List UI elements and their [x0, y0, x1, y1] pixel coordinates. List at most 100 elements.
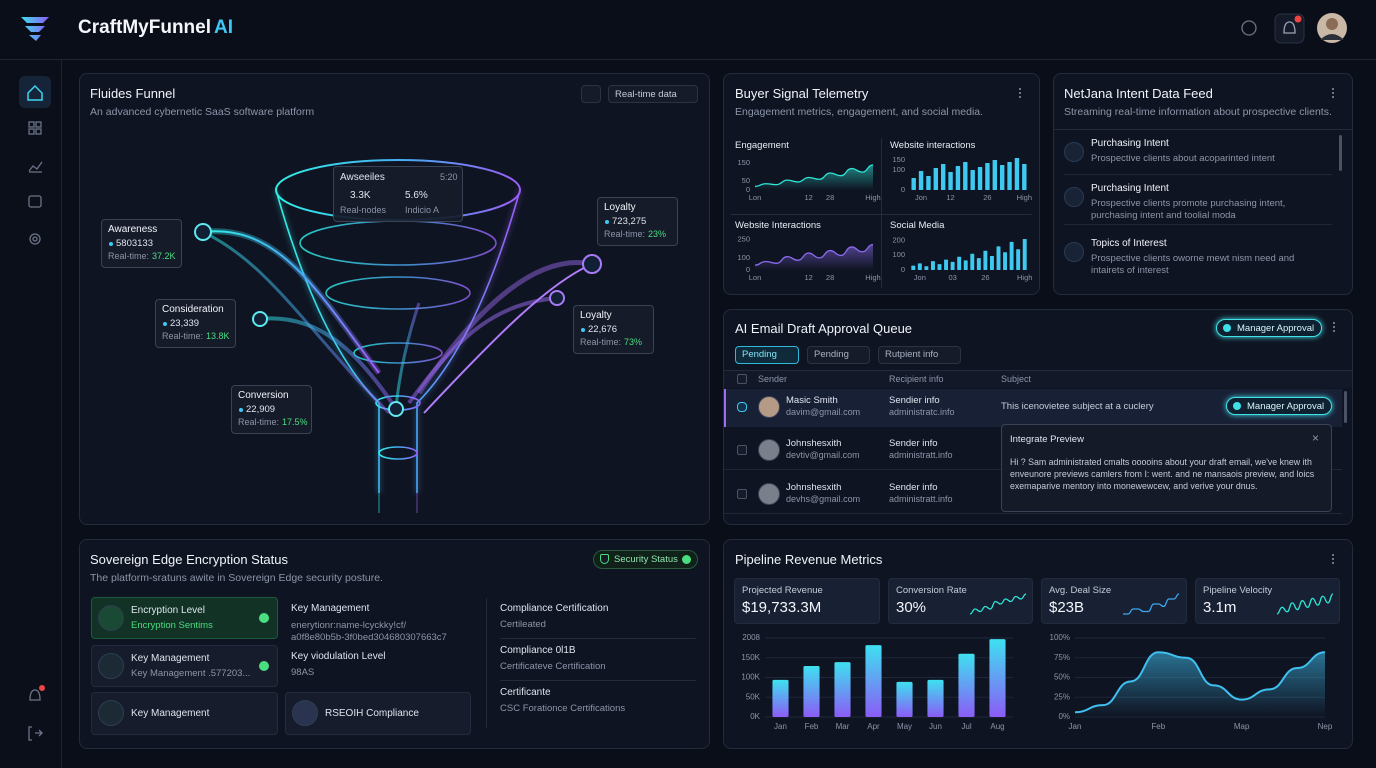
nav-wallet[interactable]	[28, 195, 42, 208]
stage-value: 22,676	[588, 324, 618, 335]
x-tick-label: Apr	[867, 722, 880, 731]
x-tick-label: Jun	[929, 722, 942, 731]
panel-title: AI Email Draft Approval Queue	[735, 321, 913, 336]
nav-chart[interactable]	[28, 161, 43, 173]
preview-body: Hi ? Sam administrated cmalts ooooins ab…	[1010, 457, 1315, 491]
realtime-label: Real-time:	[604, 229, 646, 239]
security-badge	[593, 550, 698, 569]
help-icon[interactable]	[1241, 20, 1257, 36]
stage-name: Loyalty	[604, 202, 636, 213]
stage-realtime: Real-time: 37.2K	[108, 251, 176, 261]
x-tick-label: 28	[826, 193, 834, 202]
panel-subtitle: The platform-sratuns awite in Sovereign …	[90, 572, 383, 584]
sender-email: davim@gmail.com	[786, 407, 861, 417]
bar	[917, 263, 922, 270]
row-checkbox	[737, 402, 747, 412]
brand: CraftMyFunnel	[78, 17, 211, 38]
recipient: Sender info	[889, 438, 938, 449]
feed-icon	[1064, 242, 1084, 262]
y-tick-label: 50	[742, 176, 750, 185]
notif-dot	[1294, 15, 1302, 23]
kpi-card	[1195, 578, 1340, 624]
compliance-title: Compliance Certification	[500, 603, 609, 614]
menu-dot	[1332, 92, 1334, 94]
menu-dot	[1332, 558, 1334, 560]
filter-label: Pending	[742, 349, 777, 360]
card-icon	[292, 700, 318, 726]
x-tick-label: Jon	[914, 273, 926, 282]
feed-icon	[1064, 187, 1084, 207]
row-avatar	[758, 483, 780, 505]
menu-dot	[1333, 326, 1335, 328]
bar	[944, 259, 949, 270]
x-tick-label: Feb	[1151, 722, 1165, 731]
brand-accent: AI	[214, 17, 233, 38]
chart-title: Website interactions	[890, 140, 976, 151]
bar	[1016, 249, 1021, 270]
nav-home[interactable]	[27, 84, 43, 101]
divider	[1064, 174, 1332, 175]
panel-subtitle: An advanced cybernetic SaaS software pla…	[90, 106, 315, 118]
key-level_title: Key viodulation Level	[291, 651, 386, 662]
stage-realtime: Real-time: 23%	[604, 229, 666, 239]
close-button[interactable]: ×	[1312, 431, 1320, 445]
y-tick-label: 100K	[741, 673, 760, 682]
kpi-value: $23B	[1049, 599, 1085, 616]
stage-value: 23,339	[170, 318, 200, 329]
area-fill	[1075, 652, 1325, 717]
nav-bell[interactable]	[29, 689, 41, 701]
filter-label: Real-time data	[615, 89, 677, 100]
bar	[1022, 238, 1027, 270]
bar	[918, 171, 924, 190]
preview-popup	[1001, 424, 1332, 512]
bar	[957, 256, 962, 270]
realtime-value: 23%	[648, 229, 667, 239]
bar	[976, 258, 981, 270]
key-line2: a0f8e80b5b-3f0bed304680307663c7	[291, 632, 447, 643]
header-border	[0, 59, 1376, 60]
bar	[911, 178, 916, 190]
recipient: Sendier info	[889, 395, 940, 406]
stage-dot	[581, 328, 585, 332]
compliance-title: Certificante	[500, 687, 551, 698]
nav-settings[interactable]	[29, 233, 41, 245]
y-tick-label: 50%	[1054, 673, 1070, 682]
line	[1074, 651, 1326, 714]
realtime-value: 37.2K	[152, 251, 176, 261]
badge-label: Manager Approval	[1247, 401, 1325, 412]
y-tick-label: 25%	[1054, 692, 1070, 701]
badge-label: Manager Approval	[1237, 323, 1315, 334]
card-title: Key Management	[131, 708, 210, 719]
x-tick-label: High	[865, 273, 880, 282]
row-checkbox	[737, 489, 747, 499]
menu-dot	[1332, 96, 1334, 98]
divider	[881, 138, 882, 288]
x-tick-label: Jon	[915, 193, 927, 202]
chart: 0 100 200 Jon 03 26 High	[892, 235, 1032, 282]
nav-logout[interactable]	[28, 726, 43, 741]
stage-value: 723,275	[612, 216, 647, 227]
realtime-value: 17.5%	[282, 417, 308, 427]
bar	[930, 261, 935, 270]
menu-dot	[1332, 562, 1334, 564]
bar	[950, 261, 955, 270]
card-sub: Encryption Sentims	[131, 620, 213, 631]
table-header	[724, 370, 1352, 388]
menu-dot	[1333, 330, 1335, 332]
shield-icon	[600, 554, 609, 564]
stage-realtime: Real-time: 17.5%	[238, 417, 308, 427]
scrollbar	[1339, 135, 1342, 171]
nav-active[interactable]	[19, 76, 51, 108]
bar	[992, 160, 998, 190]
feed-panel	[1053, 73, 1353, 295]
x-tick-label: Lon	[749, 273, 762, 282]
stage-value: 5803133	[116, 238, 153, 249]
divider	[1054, 129, 1352, 130]
x-tick-label: 28	[826, 273, 834, 282]
bar	[970, 170, 975, 190]
nav-grid[interactable]	[28, 121, 35, 128]
bar	[896, 681, 913, 717]
chart-title: Website Interactions	[735, 220, 821, 231]
stage-tooltip	[231, 385, 312, 434]
